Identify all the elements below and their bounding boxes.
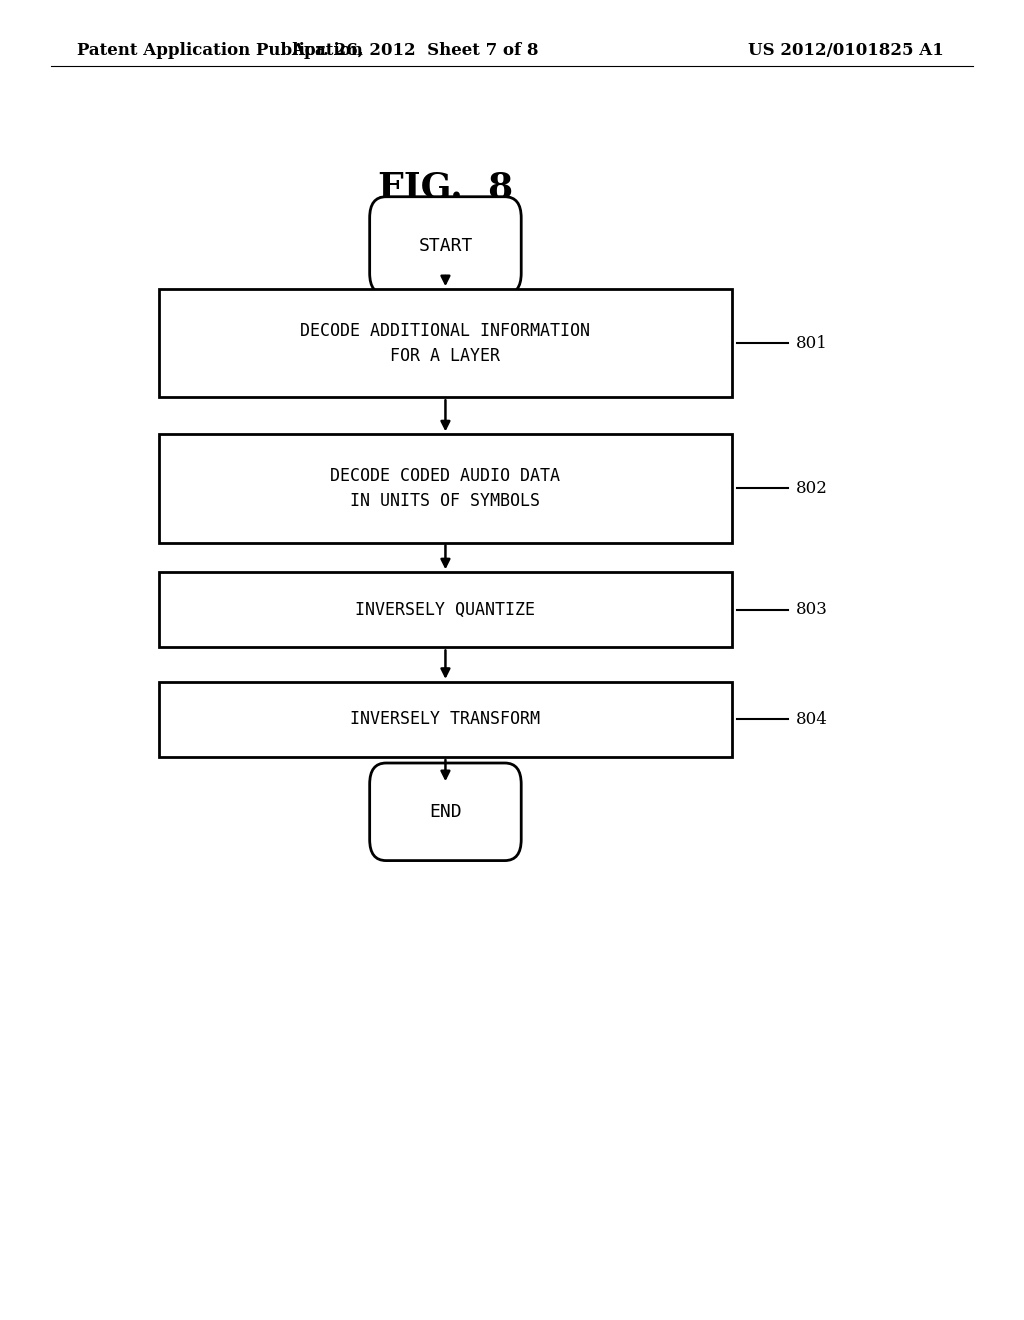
Bar	[159, 681, 732, 758]
Text: DECODE CODED AUDIO DATA
IN UNITS OF SYMBOLS: DECODE CODED AUDIO DATA IN UNITS OF SYMB…	[331, 467, 560, 510]
Bar	[159, 572, 732, 647]
Text: INVERSELY QUANTIZE: INVERSELY QUANTIZE	[355, 601, 536, 619]
Text: DECODE ADDITIONAL INFORMATION
FOR A LAYER: DECODE ADDITIONAL INFORMATION FOR A LAYE…	[300, 322, 591, 364]
Text: US 2012/0101825 A1: US 2012/0101825 A1	[748, 42, 943, 58]
Text: 801: 801	[796, 335, 827, 351]
Text: FIG.  8: FIG. 8	[378, 170, 513, 205]
Text: Patent Application Publication: Patent Application Publication	[77, 42, 362, 58]
Bar	[159, 289, 732, 397]
Text: START: START	[418, 236, 473, 255]
Text: 803: 803	[796, 602, 827, 618]
Bar	[159, 434, 732, 543]
Text: 802: 802	[796, 480, 827, 496]
Text: 804: 804	[796, 711, 827, 727]
Text: END: END	[429, 803, 462, 821]
Text: INVERSELY TRANSFORM: INVERSELY TRANSFORM	[350, 710, 541, 729]
Text: Apr. 26, 2012  Sheet 7 of 8: Apr. 26, 2012 Sheet 7 of 8	[291, 42, 539, 58]
FancyBboxPatch shape	[370, 763, 521, 861]
FancyBboxPatch shape	[370, 197, 521, 294]
